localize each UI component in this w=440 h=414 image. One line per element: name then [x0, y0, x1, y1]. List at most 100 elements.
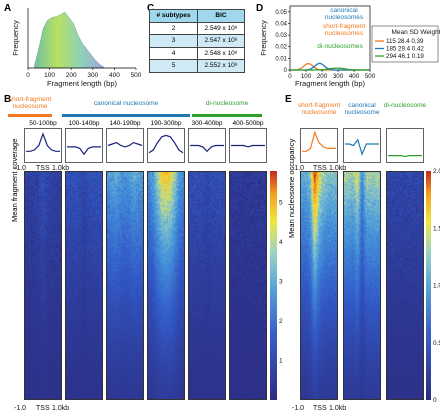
- heatmap-5: [229, 171, 267, 400]
- profile-frame: [343, 128, 381, 163]
- colorbar-tick: 1.0: [433, 283, 440, 290]
- table-header-row: # subtypes BIC: [149, 9, 245, 23]
- profile-line: [388, 155, 422, 158]
- colorbar-tick: 5: [279, 200, 283, 207]
- profile-line: [67, 146, 101, 156]
- x-left-label: -1.0: [292, 165, 305, 172]
- colorbar-fill: [426, 171, 431, 400]
- colorbar-tick: 2: [279, 318, 283, 325]
- table-cell: 2.549 x 10⁸: [197, 21, 245, 35]
- x-tick-label: 0: [288, 73, 292, 80]
- table-cell: 4: [149, 46, 198, 60]
- column-label-5: 400-500bp: [232, 120, 264, 127]
- table-cell: 2.552 x 10⁸: [197, 59, 245, 73]
- x-left-label-bottom: -1.0: [14, 405, 27, 412]
- x-tick-label: 200: [317, 73, 328, 80]
- x-tick-label: 100: [44, 72, 55, 79]
- table-cell: 2: [149, 21, 198, 35]
- x-left-label-bottom: -1.0: [292, 405, 305, 412]
- fragment-length-histogram: 0 100 200 300 400 500 Fragment length (bp) Freq…: [11, 8, 142, 88]
- table-cell: 2.548 x 10⁸: [197, 46, 245, 60]
- y-axis-label: Mean nucleosome occupancy: [287, 138, 296, 238]
- panel-letter-b: B: [4, 94, 12, 105]
- profile-2: [106, 128, 144, 163]
- legend-entry: 294 46.1 0.19: [386, 53, 424, 60]
- x-tick-label: 400: [109, 72, 120, 79]
- column-label-1: canonical nucleosome: [344, 102, 380, 116]
- column-label-3: 190-300bp: [150, 120, 182, 127]
- colorbar-tick: 0: [433, 397, 437, 403]
- legend-box: [371, 25, 439, 63]
- profile-line: [148, 134, 184, 154]
- x-right-label: 1.0kb: [329, 165, 347, 172]
- panel-letter-a: A: [4, 3, 12, 14]
- profile-line: [231, 144, 265, 148]
- panel-letter-c: C: [147, 3, 155, 14]
- series-label-2: di-nucleosomes: [317, 43, 363, 50]
- panel-letter-e: E: [285, 94, 292, 105]
- profile-line: [26, 132, 60, 152]
- colorbar-tick: 1.5: [433, 225, 440, 232]
- legend-entry: 185 29.4 0.42: [386, 46, 424, 53]
- heatmap-1: [65, 171, 103, 400]
- profile-line: [107, 141, 143, 148]
- profile-frame: [106, 128, 144, 163]
- table-cell: 5: [149, 59, 198, 73]
- profile-0: [24, 128, 62, 163]
- mixture-density-plot: 0 100 200 300 400 500 0 0.01 0.02 0.03 0.04 0.05 Fra…: [259, 5, 440, 88]
- colorbar-tick: 1: [279, 358, 283, 365]
- x-tick-label: 500: [131, 72, 142, 79]
- colorbar-tick: 3: [279, 279, 283, 286]
- colorbar-tick: 0.5: [433, 340, 440, 347]
- histogram-area: [34, 11, 104, 69]
- y-tick-label: 0.05: [275, 10, 287, 16]
- colorbar-fill: [270, 171, 277, 400]
- profile-frame: [24, 128, 62, 163]
- x-axis-label: Fragment length (bp): [47, 79, 118, 88]
- column-label-0: short-fragment nucleosome: [297, 102, 341, 116]
- table-row: 5 2.552 x 10⁸: [149, 59, 245, 73]
- profile-4: [188, 128, 226, 163]
- profile-1: [343, 128, 381, 163]
- table-header-cell: BIC: [197, 9, 245, 23]
- profile-0: [300, 128, 338, 163]
- y-tick-label: 0.03: [275, 33, 287, 39]
- x-axis-label: Fragment length (bp): [295, 79, 366, 88]
- heatmap-0: [300, 171, 338, 400]
- group-label-0: short-fragment nucleosome: [8, 96, 52, 110]
- colorbar-tick: 4: [279, 239, 283, 246]
- y-tick-label: 0.02: [275, 45, 287, 51]
- colorbar-tick: 2.0: [433, 168, 440, 175]
- table-row: 4 2.548 x 10⁸: [149, 46, 245, 60]
- legend-entry: 115 28.4 0.39: [386, 38, 424, 45]
- x-mid-label: TSS: [313, 165, 327, 172]
- series-label-1: nucleosomes: [325, 14, 364, 21]
- colorbar-b: 1 2 3 4 5: [270, 171, 283, 400]
- heatmap-1: [343, 171, 381, 400]
- heatmap-4: [188, 171, 226, 400]
- series-label-1: canonical: [330, 7, 358, 14]
- group-bar-1: [62, 114, 190, 117]
- column-label-2: di-nucleosome: [383, 102, 427, 109]
- x-left-label: -1.0: [14, 165, 27, 172]
- x-tick-label: 500: [365, 73, 376, 80]
- y-tick-label: 0.04: [275, 21, 287, 27]
- y-tick-label: 0.01: [275, 56, 287, 62]
- group-label-1: canonical nucleosome: [93, 100, 159, 107]
- y-axis-label: Frequency: [259, 20, 268, 56]
- profile-5: [229, 128, 267, 163]
- x-tick-label: 0: [26, 72, 30, 79]
- profile-line: [190, 144, 224, 153]
- profile-frame: [300, 128, 338, 163]
- x-tick-label: 200: [66, 72, 77, 79]
- x-mid-label: TSS: [36, 165, 50, 172]
- heatmap-2: [106, 171, 144, 400]
- group-bar-2: [192, 114, 262, 117]
- colorbar-e: 0 0.5 1.0 1.5 2.0: [426, 168, 440, 403]
- legend-header: Mean SD Weight: [391, 29, 440, 36]
- table-header-cell: # subtypes: [149, 9, 198, 23]
- series-label-0: nucleosomes: [325, 30, 364, 37]
- group-bar-0: [8, 114, 52, 117]
- profile-3: [147, 128, 185, 163]
- x-tick-label: 300: [87, 72, 98, 79]
